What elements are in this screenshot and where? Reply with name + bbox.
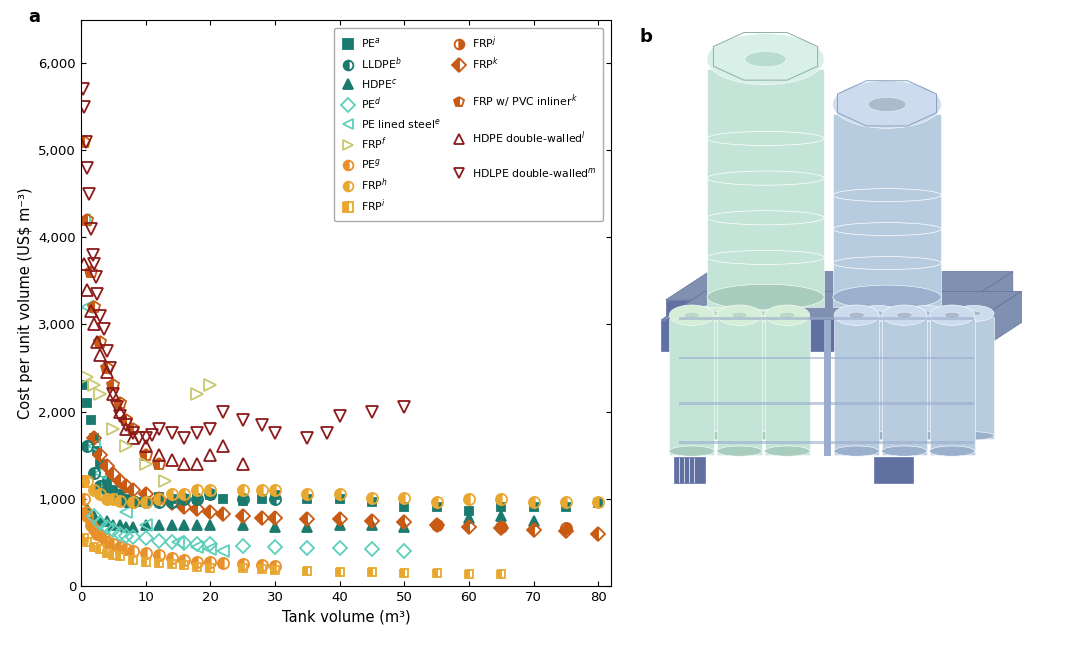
Ellipse shape (919, 311, 933, 316)
Bar (741, 317, 782, 439)
Text: b: b (639, 28, 652, 46)
Bar (765, 319, 810, 455)
Ellipse shape (745, 51, 786, 67)
Bar (906, 317, 946, 439)
Bar (824, 320, 831, 456)
Ellipse shape (858, 432, 899, 440)
Ellipse shape (765, 446, 810, 456)
Ellipse shape (754, 311, 768, 316)
Bar (678, 357, 974, 359)
Ellipse shape (834, 305, 879, 326)
Ellipse shape (906, 432, 946, 440)
Ellipse shape (833, 285, 941, 309)
Ellipse shape (707, 284, 824, 310)
Bar (881, 319, 927, 455)
Ellipse shape (849, 312, 864, 318)
Ellipse shape (717, 305, 762, 326)
Bar (678, 317, 974, 320)
X-axis label: Tank volume (m³): Tank volume (m³) (282, 609, 410, 624)
Bar (954, 317, 994, 439)
Ellipse shape (944, 312, 960, 318)
Ellipse shape (670, 305, 714, 326)
Polygon shape (661, 320, 978, 351)
Bar (874, 458, 913, 483)
Bar (834, 319, 879, 455)
Polygon shape (970, 271, 1013, 331)
Ellipse shape (930, 446, 974, 456)
Ellipse shape (954, 432, 994, 440)
Ellipse shape (707, 34, 824, 85)
Ellipse shape (765, 305, 810, 326)
Y-axis label: Cost per unit volume (US$ m⁻³): Cost per unit volume (US$ m⁻³) (18, 187, 32, 419)
Ellipse shape (684, 312, 700, 318)
Polygon shape (661, 292, 1022, 320)
Ellipse shape (930, 305, 974, 326)
Ellipse shape (967, 311, 981, 316)
Legend: PE$^a$, LLDPE$^b$, HDPE$^c$, PE$^d$, PE lined steel$^e$, FRP$^f$, PE$^g$, FRP$^h: PE$^a$, LLDPE$^b$, HDPE$^c$, PE$^d$, PE … (334, 28, 604, 221)
Ellipse shape (693, 432, 733, 440)
Ellipse shape (858, 305, 899, 322)
Ellipse shape (881, 446, 927, 456)
Ellipse shape (833, 81, 941, 128)
Ellipse shape (954, 305, 994, 322)
Polygon shape (665, 300, 970, 331)
Ellipse shape (670, 446, 714, 456)
Bar (678, 402, 974, 405)
Ellipse shape (906, 305, 946, 322)
Bar (833, 114, 941, 307)
Text: a: a (28, 8, 40, 26)
Ellipse shape (717, 446, 762, 456)
Ellipse shape (780, 312, 795, 318)
Ellipse shape (881, 305, 927, 326)
Polygon shape (665, 271, 1013, 300)
Bar (678, 441, 974, 444)
Bar (674, 458, 705, 483)
Ellipse shape (706, 311, 720, 316)
Polygon shape (978, 292, 1022, 351)
Ellipse shape (896, 312, 913, 318)
Bar (930, 319, 974, 455)
Ellipse shape (693, 305, 733, 322)
Bar (693, 317, 733, 439)
Ellipse shape (872, 311, 886, 316)
Bar (670, 319, 714, 455)
Ellipse shape (834, 446, 879, 456)
Bar (858, 317, 899, 439)
Ellipse shape (868, 98, 906, 111)
Ellipse shape (731, 312, 747, 318)
Ellipse shape (741, 432, 782, 440)
Ellipse shape (741, 305, 782, 322)
Bar (717, 319, 762, 455)
Bar (707, 70, 824, 307)
